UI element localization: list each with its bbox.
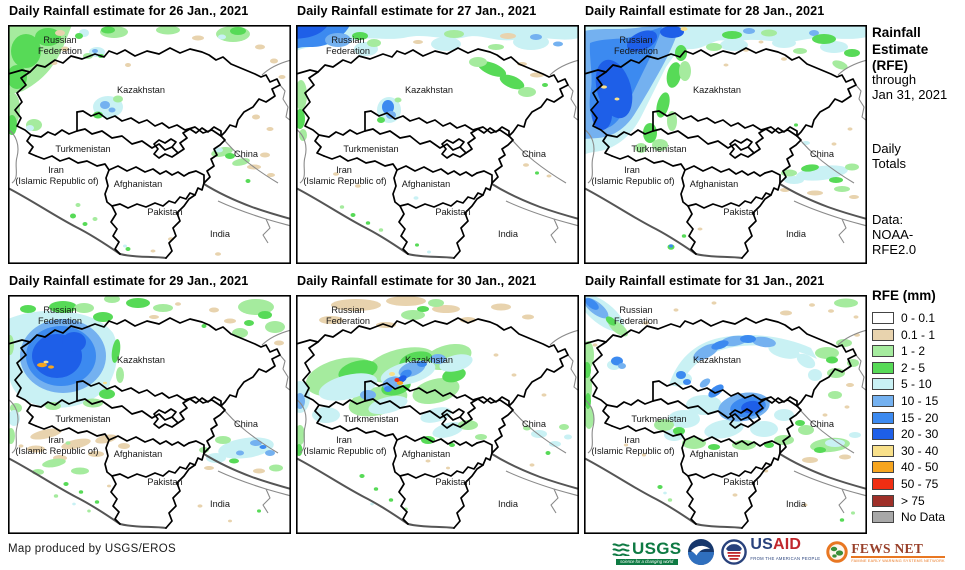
rainfall-raster — [8, 295, 285, 523]
legend-swatch — [872, 394, 894, 407]
legend-label: 0.1 - 1 — [901, 327, 936, 342]
legend: RFE (mm) 0 - 0.1 0.1 - 1 1 - 2 2 - 5 5 -… — [872, 288, 945, 528]
date-range: through Jan 31, 2021 — [872, 72, 947, 102]
panel-title: Daily Rainfall estimate for 26 Jan., 202… — [9, 4, 249, 18]
agency-logos: USGS science for a changing world USAID … — [612, 536, 945, 568]
legend-row: 50 - 75 — [872, 476, 945, 491]
legend-swatch — [872, 444, 894, 457]
legend-row: 30 - 40 — [872, 443, 945, 458]
legend-label: 5 - 10 — [901, 377, 932, 392]
rainfall-panel-30-jan: Daily Rainfall estimate for 30 Jan., 202… — [296, 274, 580, 534]
legend-row: 1 - 2 — [872, 344, 945, 359]
legend-label: 1 - 2 — [901, 344, 926, 359]
rainfall-map-29-jan — [8, 295, 291, 534]
legend-swatch — [872, 378, 894, 391]
rainfall-panel-28-jan: Daily Rainfall estimate for 28 Jan., 202… — [584, 4, 868, 264]
rainfall-panel-29-jan: Daily Rainfall estimate for 29 Jan., 202… — [8, 274, 292, 534]
legend-row: 2 - 5 — [872, 360, 945, 375]
legend-swatch — [872, 361, 894, 374]
legend-row: 10 - 15 — [872, 393, 945, 408]
fewsnet-tagline: FAMINE EARLY WARNING SYSTEMS NETWORK — [851, 558, 945, 563]
rainfall-raster — [8, 25, 286, 256]
legend-swatch — [872, 428, 894, 441]
data-source-line1: Data: — [872, 212, 904, 227]
legend-title: RFE (mm) — [872, 288, 936, 303]
data-source-line3: RFE2.0 — [872, 242, 917, 257]
fewsnet-wordmark: FEWS NET — [851, 540, 924, 556]
fewsnet-logo: FEWS NET FAMINE EARLY WARNING SYSTEMS NE… — [826, 540, 945, 563]
sheet-title-line2: Estimate — [872, 41, 929, 57]
panel-title: Daily Rainfall estimate for 29 Jan., 202… — [9, 274, 249, 288]
period-line2: Totals — [872, 156, 906, 171]
rainfall-map-26-jan — [8, 25, 291, 264]
country-borders-overlay — [296, 25, 579, 264]
rainfall-raster — [584, 295, 861, 522]
legend-label: 0 - 0.1 — [901, 311, 936, 325]
usaid-wordmark: USAID — [750, 536, 802, 553]
rainfall-map-27-jan — [296, 25, 579, 264]
legend-row: 5 - 10 — [872, 377, 945, 392]
map-credit: Map produced by USGS/EROS — [8, 543, 176, 555]
rainfall-map-30-jan — [296, 295, 579, 534]
date-range-line1: through — [872, 72, 917, 87]
legend-label: > 75 — [901, 493, 925, 508]
usgs-logo: USGS science for a changing world — [612, 539, 681, 565]
legend-swatch — [872, 345, 894, 358]
legend-label: 10 - 15 — [901, 393, 939, 408]
panel-title: Daily Rainfall estimate for 27 Jan., 202… — [297, 4, 537, 18]
rainfall-panel-31-jan: Daily Rainfall estimate for 31 Jan., 202… — [584, 274, 868, 534]
usgs-wave-icon — [612, 543, 630, 557]
sheet-title: Rainfall Estimate (RFE) — [872, 25, 928, 75]
legend-swatch — [872, 312, 894, 324]
legend-swatch — [872, 461, 894, 474]
rainfall-panel-26-jan: Daily Rainfall estimate for 26 Jan., 202… — [8, 4, 292, 264]
noaa-logo — [688, 539, 715, 565]
rainfall-map-31-jan — [584, 295, 867, 534]
legend-swatch — [872, 411, 894, 424]
panel-title: Daily Rainfall estimate for 30 Jan., 202… — [297, 274, 537, 288]
panel-title: Daily Rainfall estimate for 31 Jan., 202… — [585, 274, 825, 288]
date-range-line2: Jan 31, 2021 — [872, 87, 948, 102]
legend-label: 30 - 40 — [901, 443, 939, 458]
usgs-wordmark: USGS — [632, 539, 682, 559]
legend-row: > 75 — [872, 493, 945, 508]
legend-label: 40 - 50 — [901, 460, 939, 475]
usaid-tagline: FROM THE AMERICAN PEOPLE — [750, 556, 821, 561]
rainfall-map-28-jan — [584, 25, 867, 264]
legend-row: 0 - 0.1 — [872, 311, 945, 325]
legend-swatch — [872, 328, 894, 341]
panel-title: Daily Rainfall estimate for 28 Jan., 202… — [585, 4, 825, 18]
legend-row: 40 - 50 — [872, 460, 945, 475]
rainfall-raster — [296, 25, 579, 254]
legend-row: 15 - 20 — [872, 410, 945, 425]
sheet-title-line1: Rainfall — [872, 25, 921, 40]
legend-label: 50 - 75 — [901, 476, 939, 491]
legend-swatch — [872, 494, 894, 507]
data-source-line2: NOAA- — [872, 227, 914, 242]
usaid-logo: USAID FROM THE AMERICAN PEOPLE — [721, 536, 821, 566]
legend-swatch — [872, 477, 894, 490]
legend-swatch — [872, 511, 894, 524]
period-line1: Daily — [872, 141, 901, 156]
legend-row: 0.1 - 1 — [872, 327, 945, 342]
period-label: Daily Totals — [872, 141, 906, 171]
legend-label: 20 - 30 — [901, 427, 939, 442]
usgs-tagline: science for a changing world — [615, 559, 678, 565]
legend-label: 2 - 5 — [901, 360, 926, 375]
fewsnet-globe-icon — [826, 541, 849, 563]
sheet-title-line3: (RFE) — [872, 58, 908, 73]
legend-row: 20 - 30 — [872, 427, 945, 442]
rainfall-panel-27-jan: Daily Rainfall estimate for 27 Jan., 202… — [296, 4, 580, 264]
usaid-seal-icon — [721, 539, 748, 565]
legend-row: No Data — [872, 510, 946, 525]
data-source: Data: NOAA- RFE2.0 — [872, 212, 916, 257]
legend-label: 15 - 20 — [901, 410, 939, 425]
legend-label: No Data — [901, 510, 946, 525]
fewsnet-rule — [851, 555, 945, 558]
